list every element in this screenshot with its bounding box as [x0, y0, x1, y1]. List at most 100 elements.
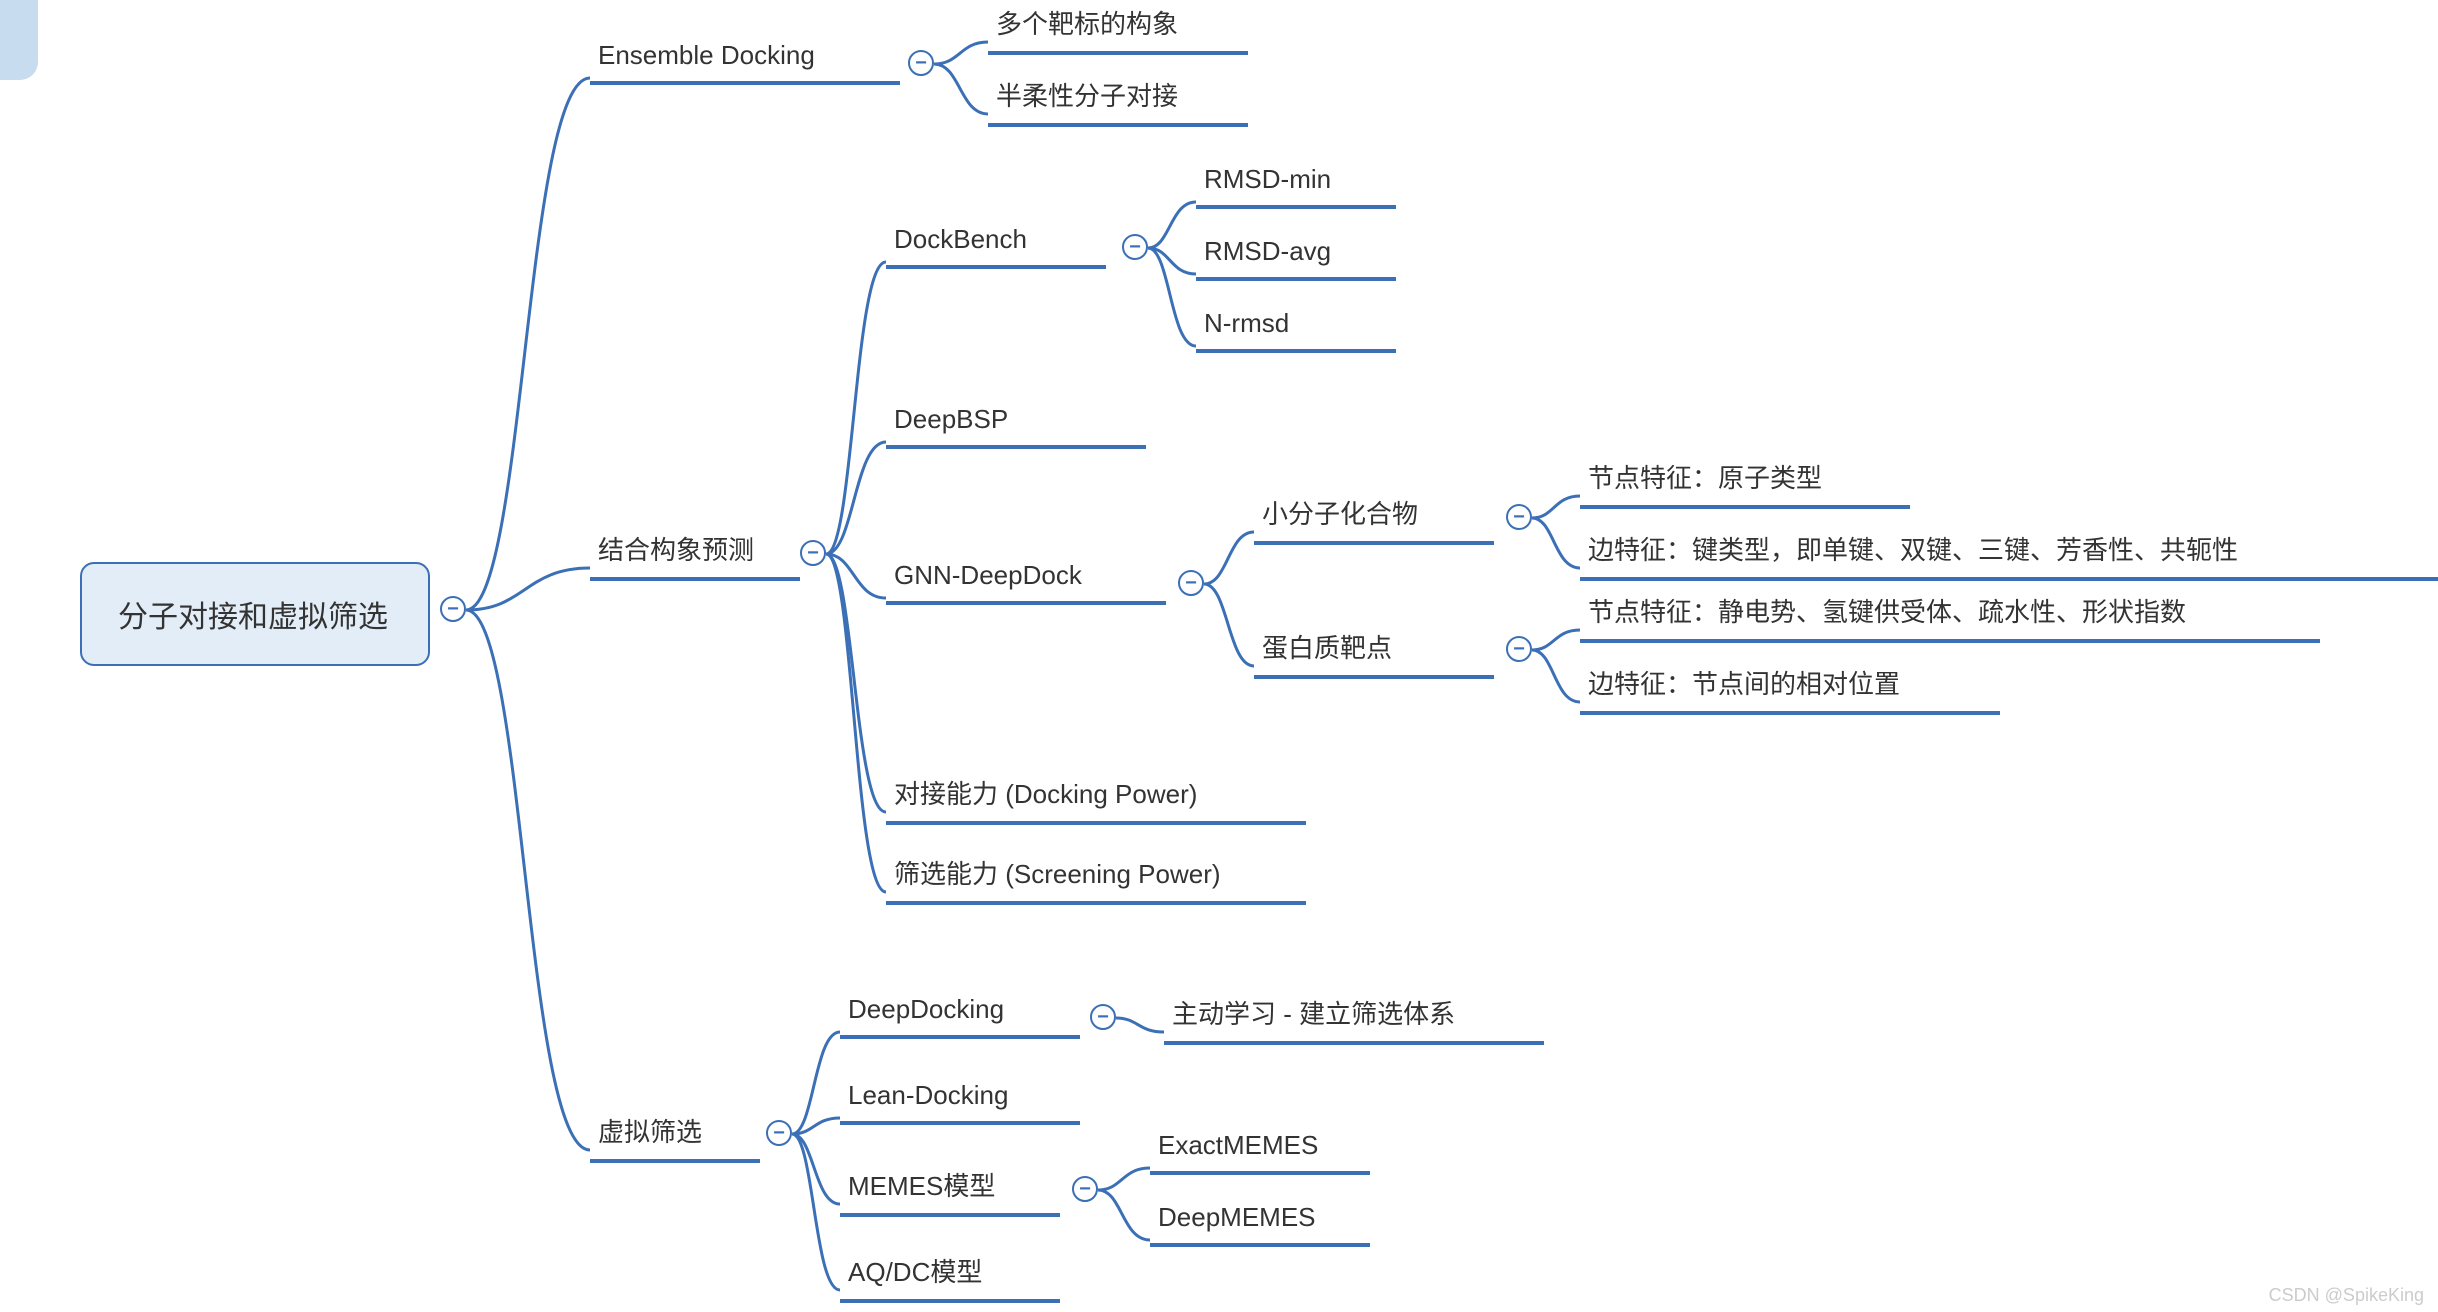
node-dockbench[interactable]: DockBench: [886, 220, 1106, 269]
node-label: DeepDocking: [840, 990, 1080, 1039]
node-label: 边特征：键类型，即单键、双键、三键、芳香性、共轭性: [1580, 526, 2438, 581]
connector: [792, 1032, 840, 1134]
connector: [934, 64, 988, 114]
node-pt_c1[interactable]: 节点特征：静电势、氢键供受体、疏水性、形状指数: [1580, 588, 2320, 643]
minus-icon: −: [1129, 237, 1141, 257]
connector: [1148, 248, 1196, 274]
node-sm_c1[interactable]: 节点特征：原子类型: [1580, 454, 1910, 509]
node-label: 筛选能力 (Screening Power): [886, 850, 1306, 905]
node-label: 多个靶标的构象: [988, 0, 1248, 55]
virtual-toggle[interactable]: −: [766, 1120, 792, 1146]
node-memes[interactable]: MEMES模型: [840, 1162, 1060, 1217]
node-label: GNN-DeepDock: [886, 556, 1166, 605]
connector: [934, 42, 988, 64]
node-deepmemes[interactable]: DeepMEMES: [1150, 1198, 1370, 1247]
node-smallmol[interactable]: 小分子化合物: [1254, 490, 1494, 545]
memes-toggle[interactable]: −: [1072, 1176, 1098, 1202]
node-label: 节点特征：静电势、氢键供受体、疏水性、形状指数: [1580, 588, 2320, 643]
connector: [1532, 518, 1580, 568]
node-ensemble_c2[interactable]: 半柔性分子对接: [988, 72, 1248, 127]
node-label: 蛋白质靶点: [1254, 624, 1494, 679]
node-label: Lean-Docking: [840, 1076, 1080, 1125]
node-ensemble[interactable]: Ensemble Docking: [590, 36, 900, 85]
node-leandocking[interactable]: Lean-Docking: [840, 1076, 1080, 1125]
minus-icon: −: [1513, 639, 1525, 659]
node-deepbsp[interactable]: DeepBSP: [886, 400, 1146, 449]
connector: [826, 554, 886, 812]
connector: [826, 554, 886, 892]
dockbench-toggle[interactable]: −: [1122, 234, 1148, 260]
minus-icon: −: [1185, 573, 1197, 593]
corner-tab: [0, 0, 38, 80]
minus-icon: −: [447, 599, 459, 619]
ensemble-toggle[interactable]: −: [908, 50, 934, 76]
node-protein[interactable]: 蛋白质靶点: [1254, 624, 1494, 679]
minus-icon: −: [915, 53, 927, 73]
node-label: 主动学习 - 建立筛选体系: [1164, 990, 1544, 1045]
node-label: 半柔性分子对接: [988, 72, 1248, 127]
node-label: DeepBSP: [886, 400, 1146, 449]
node-label: 小分子化合物: [1254, 490, 1494, 545]
node-label: N-rmsd: [1196, 304, 1396, 353]
node-deepdocking[interactable]: DeepDocking: [840, 990, 1080, 1039]
node-label: 边特征：节点间的相对位置: [1580, 660, 2000, 715]
watermark: CSDN @SpikeKing: [2269, 1285, 2424, 1306]
connector: [466, 610, 590, 1150]
node-label: Ensemble Docking: [590, 36, 900, 85]
connector: [792, 1134, 840, 1290]
connector: [826, 554, 886, 598]
node-virtual[interactable]: 虚拟筛选: [590, 1108, 760, 1163]
node-label: DeepMEMES: [1150, 1198, 1370, 1247]
connector: [1204, 532, 1254, 584]
connector: [1204, 584, 1254, 666]
node-activelearn[interactable]: 主动学习 - 建立筛选体系: [1164, 990, 1544, 1045]
connector: [1148, 248, 1196, 346]
node-label: 节点特征：原子类型: [1580, 454, 1910, 509]
connector: [466, 568, 590, 610]
deepdocking-toggle[interactable]: −: [1090, 1004, 1116, 1030]
node-rmsdavg[interactable]: RMSD-avg: [1196, 232, 1396, 281]
connector: [792, 1134, 840, 1204]
protein-toggle[interactable]: −: [1506, 636, 1532, 662]
node-label: 对接能力 (Docking Power): [886, 770, 1306, 825]
conformation-toggle[interactable]: −: [800, 540, 826, 566]
gnndeepdock-toggle[interactable]: −: [1178, 570, 1204, 596]
connector: [1098, 1168, 1150, 1190]
node-label: 虚拟筛选: [590, 1108, 760, 1163]
node-label: RMSD-avg: [1196, 232, 1396, 281]
node-conformation[interactable]: 结合构象预测: [590, 526, 800, 581]
connector: [1532, 496, 1580, 518]
minus-icon: −: [1097, 1007, 1109, 1027]
node-label: 结合构象预测: [590, 526, 800, 581]
connector: [1098, 1190, 1150, 1240]
node-aqdc[interactable]: AQ/DC模型: [840, 1248, 1060, 1303]
node-label: MEMES模型: [840, 1162, 1060, 1217]
node-rmsdmin[interactable]: RMSD-min: [1196, 160, 1396, 209]
root-node[interactable]: 分子对接和虚拟筛选: [80, 562, 430, 666]
connector: [1148, 202, 1196, 248]
node-screenpower[interactable]: 筛选能力 (Screening Power): [886, 850, 1306, 905]
node-label: RMSD-min: [1196, 160, 1396, 209]
minus-icon: −: [1079, 1179, 1091, 1199]
connector: [826, 262, 886, 554]
node-nrmsd[interactable]: N-rmsd: [1196, 304, 1396, 353]
minus-icon: −: [1513, 507, 1525, 527]
node-dockpower[interactable]: 对接能力 (Docking Power): [886, 770, 1306, 825]
connector: [826, 442, 886, 554]
connector: [1532, 650, 1580, 702]
smallmol-toggle[interactable]: −: [1506, 504, 1532, 530]
connector: [1116, 1018, 1164, 1032]
node-gnndeepdock[interactable]: GNN-DeepDock: [886, 556, 1166, 605]
connector: [466, 78, 590, 610]
node-pt_c2[interactable]: 边特征：节点间的相对位置: [1580, 660, 2000, 715]
node-sm_c2[interactable]: 边特征：键类型，即单键、双键、三键、芳香性、共轭性: [1580, 526, 2438, 581]
connector: [1532, 630, 1580, 650]
node-ensemble_c1[interactable]: 多个靶标的构象: [988, 0, 1248, 55]
minus-icon: −: [773, 1123, 785, 1143]
node-label: AQ/DC模型: [840, 1248, 1060, 1303]
node-exactmemes[interactable]: ExactMEMES: [1150, 1126, 1370, 1175]
root-toggle[interactable]: −: [440, 596, 466, 622]
connector: [792, 1118, 840, 1134]
minus-icon: −: [807, 543, 819, 563]
node-label: DockBench: [886, 220, 1106, 269]
